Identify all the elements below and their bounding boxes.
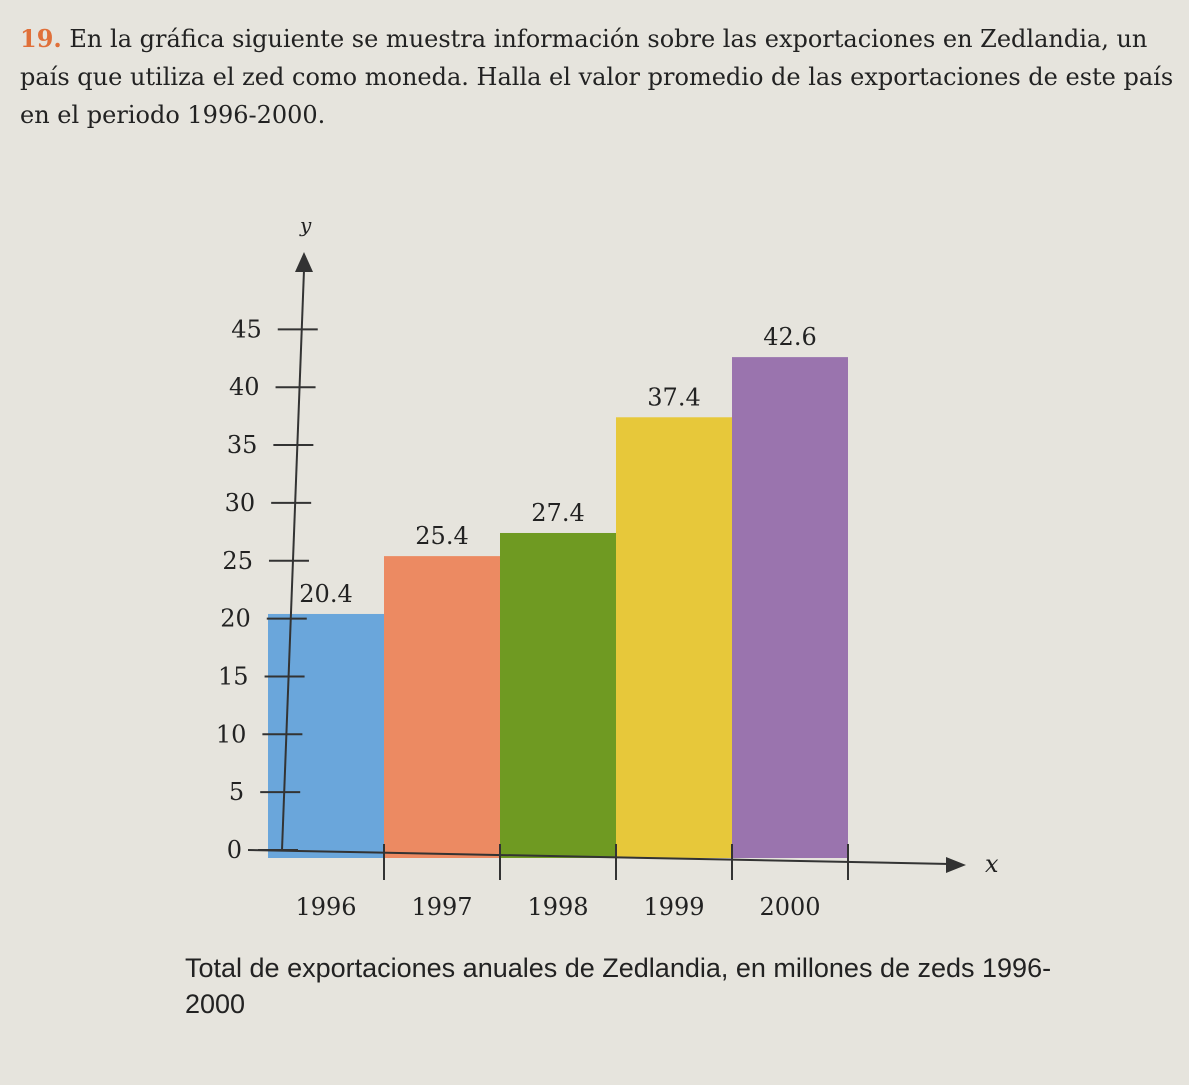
y-tick-label-45: 45 (231, 315, 262, 343)
problem-text: En la gráfica siguiente se muestra infor… (20, 25, 1174, 129)
x-tick-label-1997: 1997 (411, 893, 472, 921)
x-axis-line (247, 849, 951, 865)
x-tick-label-1996: 1996 (295, 893, 356, 921)
y-tick-label-25: 25 (222, 547, 253, 575)
y-tick-label-5: 5 (229, 778, 244, 806)
y-axis-arrow (295, 252, 313, 272)
x-axis-arrow (946, 857, 966, 873)
bar-1997 (384, 556, 500, 858)
y-tick-label-10: 10 (216, 720, 247, 748)
y-tick-label-0: 0 (227, 836, 242, 864)
bar-1998 (500, 532, 616, 858)
y-tick-label-20: 20 (220, 605, 251, 633)
chart-caption: Total de exportaciones anuales de Zedlan… (185, 953, 1052, 1019)
y-tick-label-40: 40 (229, 373, 260, 401)
data-label-1997: 25.4 (415, 522, 468, 550)
x-tick-label-1998: 1998 (527, 893, 588, 921)
data-label-1999: 37.4 (647, 383, 700, 411)
y-axis-label: y (299, 213, 312, 237)
data-label-1996: 20.4 (299, 580, 352, 608)
x-axis-label: x (985, 850, 999, 878)
x-tick-label-2000: 2000 (759, 893, 820, 921)
bar-2000 (732, 357, 848, 858)
data-label-1998: 27.4 (531, 499, 584, 527)
y-tick-label-15: 15 (218, 662, 249, 690)
bar-1999 (616, 417, 732, 858)
problem-statement: 19. En la gráfica siguiente se muestra i… (20, 20, 1180, 134)
y-tick-label-35: 35 (227, 431, 258, 459)
problem-number: 19. (20, 24, 62, 53)
y-tick-label-30: 30 (225, 489, 256, 517)
data-label-2000: 42.6 (763, 323, 816, 351)
bar-1996 (268, 613, 384, 858)
x-tick-label-1999: 1999 (643, 893, 704, 921)
